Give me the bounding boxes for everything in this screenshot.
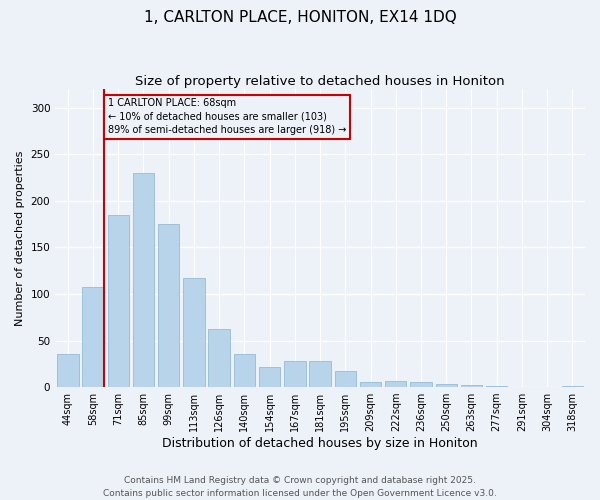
Text: 1, CARLTON PLACE, HONITON, EX14 1DQ: 1, CARLTON PLACE, HONITON, EX14 1DQ	[143, 10, 457, 25]
Bar	[233, 354, 255, 387]
Bar	[360, 382, 381, 387]
Bar	[436, 384, 457, 387]
Bar	[410, 382, 432, 387]
Bar	[208, 330, 230, 387]
Bar	[284, 361, 305, 387]
Bar	[133, 173, 154, 387]
Bar	[562, 386, 583, 387]
Bar	[335, 372, 356, 387]
Text: 1 CARLTON PLACE: 68sqm
← 10% of detached houses are smaller (103)
89% of semi-de: 1 CARLTON PLACE: 68sqm ← 10% of detached…	[107, 98, 346, 135]
Bar	[57, 354, 79, 387]
Bar	[310, 361, 331, 387]
Bar	[107, 215, 129, 387]
Bar	[259, 366, 280, 387]
Title: Size of property relative to detached houses in Honiton: Size of property relative to detached ho…	[135, 75, 505, 88]
Bar	[486, 386, 508, 387]
Bar	[82, 286, 104, 387]
Bar	[461, 385, 482, 387]
Bar	[385, 380, 406, 387]
X-axis label: Distribution of detached houses by size in Honiton: Distribution of detached houses by size …	[162, 437, 478, 450]
Bar	[183, 278, 205, 387]
Bar	[158, 224, 179, 387]
Y-axis label: Number of detached properties: Number of detached properties	[15, 150, 25, 326]
Text: Contains HM Land Registry data © Crown copyright and database right 2025.
Contai: Contains HM Land Registry data © Crown c…	[103, 476, 497, 498]
